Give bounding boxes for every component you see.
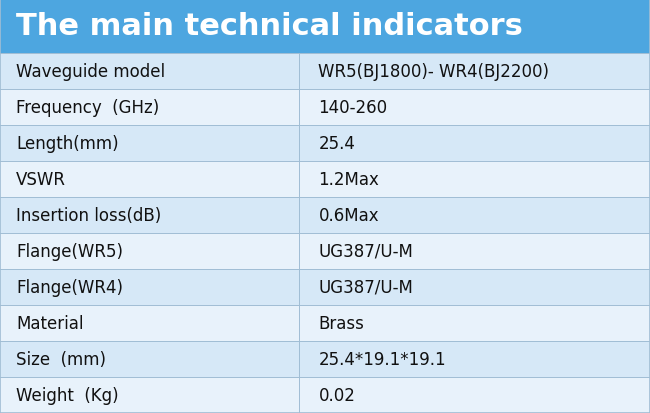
Text: Frequency  (GHz): Frequency (GHz) xyxy=(16,99,159,116)
Text: Waveguide model: Waveguide model xyxy=(16,63,165,81)
Bar xyxy=(0,305,299,341)
Text: 25.4: 25.4 xyxy=(318,135,356,152)
Bar xyxy=(299,126,650,161)
Text: Weight  (Kg): Weight (Kg) xyxy=(16,386,119,404)
Bar xyxy=(299,161,650,197)
Text: Insertion loss(dB): Insertion loss(dB) xyxy=(16,206,161,224)
Text: 0.6Max: 0.6Max xyxy=(318,206,379,224)
Text: 25.4*19.1*19.1: 25.4*19.1*19.1 xyxy=(318,350,446,368)
Text: Flange(WR5): Flange(WR5) xyxy=(16,242,124,260)
Bar xyxy=(299,90,650,126)
Bar xyxy=(0,197,299,233)
Text: WR5(BJ1800)- WR4(BJ2200): WR5(BJ1800)- WR4(BJ2200) xyxy=(318,63,549,81)
Bar xyxy=(0,90,299,126)
Bar xyxy=(0,54,299,90)
Text: 0.02: 0.02 xyxy=(318,386,356,404)
Text: The main technical indicators: The main technical indicators xyxy=(16,12,523,41)
Text: Material: Material xyxy=(16,314,84,332)
Bar xyxy=(0,161,299,197)
Bar xyxy=(299,233,650,269)
Bar xyxy=(299,269,650,305)
Text: Size  (mm): Size (mm) xyxy=(16,350,106,368)
Text: Length(mm): Length(mm) xyxy=(16,135,119,152)
Bar xyxy=(0,269,299,305)
Text: UG387/U-M: UG387/U-M xyxy=(318,278,413,296)
Bar xyxy=(299,341,650,377)
Bar xyxy=(0,377,299,413)
Text: Brass: Brass xyxy=(318,314,365,332)
Text: 1.2Max: 1.2Max xyxy=(318,171,380,188)
Bar xyxy=(0,126,299,161)
Bar xyxy=(299,377,650,413)
Text: VSWR: VSWR xyxy=(16,171,66,188)
Bar xyxy=(0,0,650,54)
Text: UG387/U-M: UG387/U-M xyxy=(318,242,413,260)
Bar xyxy=(0,341,299,377)
Bar xyxy=(299,54,650,90)
Bar xyxy=(299,197,650,233)
Bar xyxy=(299,305,650,341)
Text: Flange(WR4): Flange(WR4) xyxy=(16,278,124,296)
Bar xyxy=(0,233,299,269)
Text: 140-260: 140-260 xyxy=(318,99,387,116)
